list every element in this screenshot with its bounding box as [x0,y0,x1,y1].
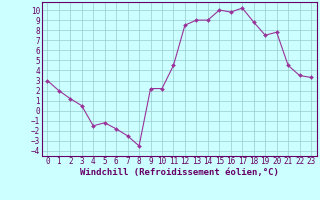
X-axis label: Windchill (Refroidissement éolien,°C): Windchill (Refroidissement éolien,°C) [80,168,279,177]
